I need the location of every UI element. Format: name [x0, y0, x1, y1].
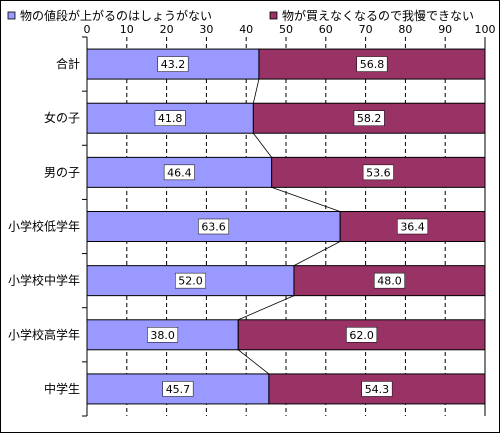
data-label-box-s1-2	[362, 164, 394, 181]
category-label-1: 女の子	[44, 110, 80, 125]
x-axis-ticks: 0 10 20 30 40 50 60 70 80 90 100	[84, 23, 496, 36]
data-label-box-s0-2	[163, 164, 195, 181]
series-lines	[237, 78, 341, 375]
x-tick-label-8: 80	[398, 23, 412, 36]
x-tick-label-9: 90	[438, 23, 452, 36]
data-label-box-s0-4	[175, 272, 206, 289]
data-label-box-s1-6	[361, 381, 393, 397]
x-tick-label-3: 30	[199, 23, 213, 36]
data-label-s1-4: 48.0	[377, 275, 402, 288]
x-tick-label-5: 50	[279, 23, 293, 36]
data-label-s0-0: 43.2	[161, 58, 186, 71]
data-label-s0-2: 46.4	[167, 166, 192, 179]
legend-label-1: 物が買えなくなるので我慢できない	[282, 8, 474, 23]
series-line-0	[252, 78, 260, 104]
data-label-s0-4: 52.0	[178, 275, 203, 288]
data-label-s0-6: 45.7	[166, 383, 191, 396]
data-label-box-s1-3	[397, 218, 429, 235]
x-tick-label-7: 70	[359, 23, 373, 36]
legend-label-0: 物の値段が上がるのはしょうがない	[20, 8, 212, 23]
series-line-2	[271, 186, 341, 212]
category-label-3: 小学校低学年	[8, 219, 80, 234]
data-label-s1-5: 62.0	[349, 329, 374, 342]
legend: 物の値段が上がるのはしょうがない 物が買えなくなるので我慢できない	[7, 8, 474, 23]
data-label-s1-3: 36.4	[400, 221, 425, 234]
data-label-s1-0: 56.8	[360, 58, 385, 71]
category-label-0: 合計	[56, 56, 80, 71]
data-labels: 43.2 56.8 41.8 58.2 46.4 53.6 63.6 36.4 52.0 48.0…	[147, 56, 429, 397]
data-label-s1-1: 58.2	[357, 112, 382, 125]
data-label-box-s0-6	[162, 381, 194, 397]
data-label-s1-2: 53.6	[366, 166, 391, 179]
series-line-5	[237, 349, 270, 375]
data-label-box-s0-1	[154, 110, 186, 126]
x-tick-label-10: 100	[475, 23, 496, 36]
x-tick-label-4: 40	[239, 23, 253, 36]
series-line-1	[253, 132, 272, 158]
data-label-box-s1-0	[356, 56, 388, 72]
data-label-box-s0-5	[147, 327, 179, 343]
category-label-2: 男の子	[44, 165, 80, 179]
legend-swatch-0	[7, 11, 16, 20]
bar-s0-2	[86, 156, 273, 188]
data-label-box-s1-1	[353, 110, 385, 126]
data-label-s0-3: 63.6	[201, 221, 226, 234]
category-label-6: 中学生	[44, 381, 80, 396]
data-label-box-s1-5	[346, 327, 378, 343]
data-label-s0-1: 41.8	[158, 112, 183, 125]
data-label-s1-6: 54.3	[365, 383, 390, 396]
category-label-4: 小学校中学年	[8, 273, 80, 288]
data-label-s0-5: 38.0	[150, 329, 175, 342]
data-label-box-s1-4	[374, 272, 405, 289]
x-tick-label-2: 20	[160, 23, 174, 36]
x-tick-label-6: 60	[319, 23, 333, 36]
x-tick-label-1: 10	[120, 23, 134, 36]
series-line-3	[293, 241, 341, 266]
x-tick-label-0: 0	[84, 23, 91, 36]
data-label-box-s0-3	[198, 218, 230, 235]
series-line-4	[238, 295, 295, 321]
legend-swatch-1	[269, 11, 278, 20]
data-label-box-s0-0	[157, 56, 189, 72]
category-label-5: 小学校高学年	[8, 327, 80, 342]
